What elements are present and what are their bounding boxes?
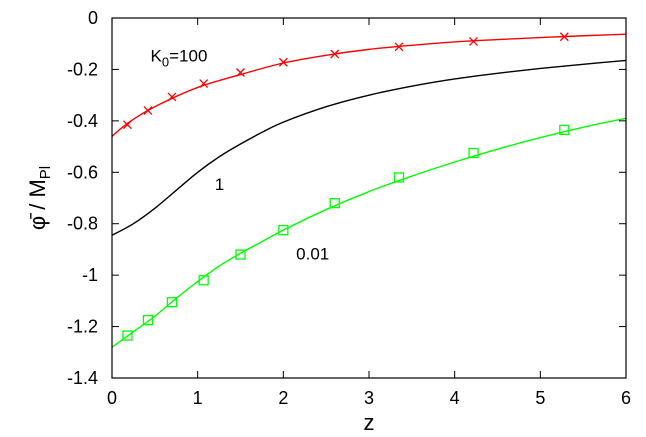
y-tick-label: -0.6	[67, 162, 98, 182]
y-tick-label: 0	[88, 8, 98, 28]
curve-labels: K0=100 1 0.01	[151, 46, 330, 263]
markers-layer	[122, 32, 570, 341]
y-tick-label: -0.4	[67, 111, 98, 131]
y-tick-label: -1.4	[67, 368, 98, 388]
y-tick-label: -1	[82, 265, 98, 285]
cross-marker	[143, 106, 153, 116]
cross-marker	[122, 120, 132, 130]
x-tick-label: 2	[278, 388, 288, 408]
square-marker	[142, 314, 154, 326]
plot-frame	[111, 17, 627, 379]
curve-label-0: K0=100	[151, 46, 208, 69]
cross-marker	[394, 42, 404, 52]
curves-layer	[111, 33, 627, 348]
x-tick-label: 0	[107, 388, 117, 408]
axis-ticks	[112, 18, 626, 378]
y-axis-label-main: φ̄ / M	[25, 179, 50, 230]
square-marker	[166, 296, 178, 308]
x-tick-label: 3	[364, 388, 374, 408]
square-marker	[559, 124, 570, 136]
cross-marker	[559, 32, 569, 42]
cross-marker	[199, 79, 209, 89]
curve-label-2: 0.01	[296, 244, 329, 263]
y-tick-label: -0.2	[67, 59, 98, 79]
tick-labels: 0 1 2 3 4 5 6 0 -0.2 -0.4 -0.6 -0.8 -1 -1.2 -1.4	[67, 8, 631, 408]
x-tick-label: 1	[193, 388, 203, 408]
square-marker	[329, 197, 340, 209]
square-marker	[198, 275, 209, 286]
series-line-2	[111, 117, 627, 348]
cross-marker	[330, 49, 340, 59]
x-tick-label: 5	[535, 388, 545, 408]
x-axis-label: z	[364, 410, 375, 435]
square-marker	[278, 224, 289, 236]
cross-marker	[278, 57, 288, 67]
x-tick-label: 4	[450, 388, 460, 408]
cross-marker	[236, 68, 245, 77]
x-tick-label: 6	[621, 388, 631, 408]
square-marker	[393, 172, 405, 183]
cross-marker	[167, 92, 177, 102]
series-line-1	[111, 59, 627, 236]
cross-marker	[469, 36, 478, 46]
curve-label-1: 1	[215, 175, 224, 194]
square-marker	[468, 147, 479, 159]
y-axis-label: φ̄ / MPl	[25, 166, 54, 230]
square-marker	[235, 249, 246, 260]
y-axis-label-subscript: Pl	[37, 166, 54, 179]
y-tick-label: -1.2	[67, 317, 98, 337]
series-line-0	[111, 33, 627, 137]
y-tick-label: -0.8	[67, 214, 98, 234]
square-marker	[122, 330, 133, 341]
